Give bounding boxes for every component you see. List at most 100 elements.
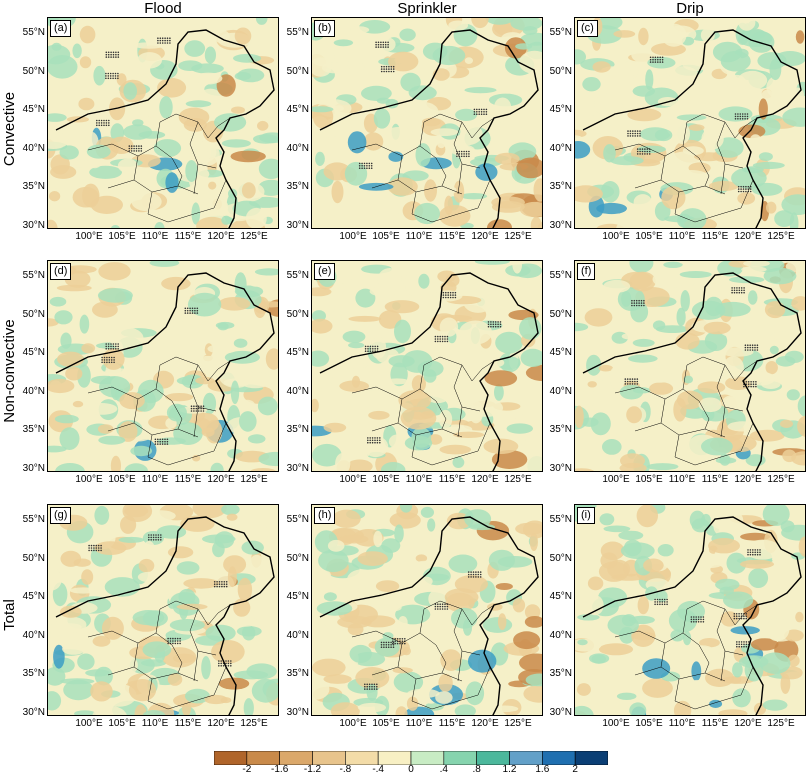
anomaly-blob (241, 182, 256, 199)
lat-tick-label: 30°N (549, 706, 572, 718)
significance-dot (191, 309, 194, 312)
anomaly-blob (218, 297, 251, 311)
lat-tick-label: 40°N (22, 385, 45, 397)
significance-dot (648, 150, 651, 153)
significance-dot (366, 167, 368, 169)
anomaly-blob (142, 540, 156, 562)
significance-dot (169, 39, 171, 42)
anomaly-blob (348, 315, 382, 322)
anomaly-blob (465, 681, 485, 706)
significance-dot (639, 135, 641, 137)
significance-dot (666, 598, 668, 601)
significance-dot (100, 124, 103, 127)
significance-dot (106, 359, 108, 361)
significance-dot (635, 299, 638, 302)
anomaly-blob (632, 338, 655, 347)
significance-dot (736, 287, 738, 289)
anomaly-blob (187, 292, 222, 317)
anomaly-blob (196, 355, 221, 367)
colorbar-segment (377, 751, 412, 765)
lat-tick-label: 55°N (286, 27, 309, 38)
significance-dot (735, 613, 738, 615)
significance-dot (463, 150, 465, 153)
significance-dot (639, 153, 641, 155)
anomaly-blob (575, 49, 586, 65)
anomaly-blob (575, 185, 603, 203)
significance-dot (747, 346, 749, 349)
anomaly-blob (600, 552, 618, 569)
significance-dot (364, 350, 367, 352)
significance-dot (390, 644, 392, 646)
anomaly-blob (81, 569, 94, 585)
anomaly-blob (721, 273, 733, 296)
significance-dot (377, 43, 380, 46)
significance-dot (159, 39, 162, 42)
anomaly-blob (94, 505, 110, 525)
significance-dot (380, 65, 383, 68)
significance-dot (372, 345, 374, 348)
anomaly-blob (723, 591, 754, 609)
colorbar-segment (574, 751, 608, 765)
significance-dot (755, 383, 757, 385)
province-border (734, 360, 758, 382)
anomaly-blob (208, 181, 217, 190)
anomaly-blob (49, 191, 61, 202)
anomaly-blob (711, 200, 723, 207)
anomaly-blob (265, 348, 278, 370)
significance-dot (103, 122, 105, 124)
anomaly-blob (732, 662, 743, 678)
significance-dot (749, 551, 752, 554)
significance-dot (230, 660, 232, 662)
province-border (155, 113, 209, 147)
anomaly-blob (60, 332, 72, 349)
anomaly-blob (617, 176, 628, 185)
colorbar-segment (542, 751, 576, 765)
significance-dot (166, 443, 169, 445)
anomaly-blob (750, 638, 779, 651)
anomaly-blob (726, 74, 747, 93)
lat-tick-label: 30°N (286, 219, 309, 231)
anomaly-blob (633, 387, 652, 394)
significance-dot (368, 688, 371, 690)
significance-dot (634, 383, 636, 385)
significance-dot (745, 185, 747, 188)
anomaly-blob (633, 194, 652, 211)
panel-label: (e) (314, 263, 336, 280)
anomaly-blob (65, 366, 83, 381)
significance-dot (367, 350, 369, 352)
significance-dot (105, 348, 107, 350)
significance-dot (437, 340, 439, 343)
significance-dot (437, 335, 439, 338)
anomaly-blob (795, 611, 804, 623)
significance-dot (747, 553, 749, 556)
significance-dot (90, 549, 93, 552)
province-border (716, 608, 726, 682)
anomaly-blob (721, 347, 754, 357)
anomaly-blob (157, 78, 187, 98)
significance-dot (366, 685, 368, 688)
significance-dot (90, 547, 93, 549)
lat-tick-label: 50°N (549, 552, 572, 564)
lon-tick-label: 120°E (471, 231, 499, 242)
significance-dot (370, 167, 373, 169)
significance-dot (736, 645, 738, 648)
significance-dot (745, 190, 747, 193)
anomaly-blob (420, 576, 433, 586)
significance-dot (702, 618, 705, 621)
anomaly-blob (506, 423, 533, 434)
anomaly-blob (529, 533, 538, 551)
significance-dot (155, 536, 157, 539)
significance-dot (364, 683, 366, 686)
significance-dot (109, 75, 112, 77)
significance-dot (661, 603, 664, 606)
anomaly-blob (400, 505, 413, 513)
anomaly-blob (598, 643, 634, 656)
country-border (582, 272, 802, 471)
anomaly-blob (348, 342, 365, 349)
significance-dot (634, 380, 636, 383)
country-border (582, 516, 802, 715)
significance-dot (690, 618, 693, 621)
significance-dot (154, 440, 157, 443)
significance-dot (167, 640, 169, 642)
significance-dot (93, 547, 95, 549)
